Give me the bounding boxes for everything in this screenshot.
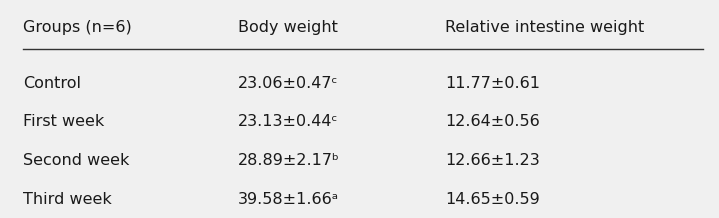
Text: 12.66±1.23: 12.66±1.23 [446,153,540,168]
Text: 23.06±0.47ᶜ: 23.06±0.47ᶜ [238,76,338,91]
Text: Relative intestine weight: Relative intestine weight [446,20,645,35]
Text: 11.77±0.61: 11.77±0.61 [446,76,541,91]
Text: 39.58±1.66ᵃ: 39.58±1.66ᵃ [238,192,339,207]
Text: First week: First week [23,114,104,129]
Text: 23.13±0.44ᶜ: 23.13±0.44ᶜ [238,114,338,129]
Text: Second week: Second week [23,153,129,168]
Text: 14.65±0.59: 14.65±0.59 [446,192,540,207]
Text: Control: Control [23,76,81,91]
Text: Body weight: Body weight [238,20,338,35]
Text: Third week: Third week [23,192,111,207]
Text: 12.64±0.56: 12.64±0.56 [446,114,540,129]
Text: 28.89±2.17ᵇ: 28.89±2.17ᵇ [238,153,339,168]
Text: Groups (n=6): Groups (n=6) [23,20,132,35]
